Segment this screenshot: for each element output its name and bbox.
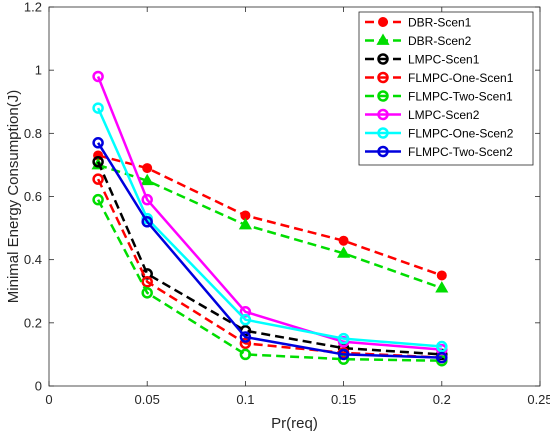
data-point-dbr-scen1 <box>338 235 349 246</box>
legend-marker <box>377 53 389 65</box>
legend-label: LMPC-Scen1 <box>408 53 480 67</box>
y-axis-title: Minimal Energy Consumption(J) <box>5 90 22 303</box>
legend-marker <box>377 71 389 84</box>
legend-entry-flmpc-one-scen1: FLMPC-One-Scen1 <box>365 71 514 85</box>
data-point-flmpc-one-scen1 <box>92 173 104 185</box>
legend: DBR-Scen1 DBR-Scen2 LMPC-Scen1 FLMPC-One-Sc… <box>358 11 534 166</box>
legend-marker <box>378 17 388 27</box>
y-tick-label: 0 <box>35 379 42 394</box>
legend-marker <box>377 90 389 102</box>
legend-label: FLMPC-Two-Scen2 <box>408 145 513 159</box>
legend-entry-flmpc-two-scen2: FLMPC-Two-Scen2 <box>365 145 513 159</box>
series-line-lmpc-scen1 <box>96 161 442 356</box>
legend-marker <box>377 108 389 121</box>
series-line-flmpc-two-scen1 <box>96 199 442 362</box>
data-point-dbr-scen2 <box>238 217 252 230</box>
data-point-flmpc-two-scen1 <box>239 348 252 361</box>
series-line-flmpc-two-scen2 <box>97 142 442 359</box>
data-point-flmpc-one-scen2 <box>92 102 104 114</box>
legend-entry-dbr-scen2: DBR-Scen2 <box>365 33 472 48</box>
data-point-dbr-scen1 <box>436 270 447 281</box>
data-point-flmpc-two-scen2 <box>436 351 448 364</box>
legend-label: LMPC-Scen2 <box>408 108 480 122</box>
series-line-flmpc-one-scen2 <box>96 107 442 348</box>
data-point-flmpc-two-scen1 <box>141 287 153 299</box>
x-tick-label: 0.05 <box>135 392 160 407</box>
series-flmpc-one-scen1 <box>92 173 448 364</box>
y-tick-label: 0.2 <box>24 315 42 330</box>
legend-label: DBR-Scen1 <box>408 16 472 30</box>
series-line-flmpc-one-scen1 <box>96 178 442 359</box>
y-tick-label: 1 <box>35 63 42 78</box>
x-axis-title: Pr(req) <box>271 415 318 432</box>
legend-marker <box>377 145 389 158</box>
data-point-dbr-scen1 <box>142 163 153 174</box>
data-point-flmpc-one-scen2 <box>337 332 350 345</box>
data-point-flmpc-two-scen2 <box>337 348 350 361</box>
legend-marker <box>376 33 390 45</box>
series-line-lmpc-scen2 <box>96 76 442 351</box>
x-tick-label: 0.25 <box>527 392 550 407</box>
legend-label: FLMPC-One-Scen2 <box>408 127 514 141</box>
data-point-dbr-scen2 <box>140 173 154 186</box>
series-layer <box>91 70 449 367</box>
y-tick-label: 1.2 <box>24 0 42 15</box>
data-point-flmpc-one-scen1 <box>141 276 153 288</box>
legend-entry-lmpc-scen1: LMPC-Scen1 <box>365 53 480 67</box>
data-point-dbr-scen2 <box>337 246 351 258</box>
legend-label: DBR-Scen2 <box>408 34 472 48</box>
y-tick-label: 0.8 <box>24 126 42 141</box>
axes: 0 0.05 0.1 0.15 0.2 0.25 0 0.2 0.4 0.6 0.8 1 1.2 <box>24 0 550 407</box>
data-point-flmpc-one-scen2 <box>436 340 448 353</box>
data-point-flmpc-one-scen1 <box>239 337 252 350</box>
series-flmpc-two-scen2 <box>92 137 448 364</box>
legend-entry-lmpc-scen2: LMPC-Scen2 <box>365 108 480 122</box>
data-point-lmpc-scen2 <box>92 70 104 83</box>
data-point-flmpc-one-scen2 <box>239 313 252 326</box>
legend-entry-dbr-scen1: DBR-Scen1 <box>365 16 472 30</box>
legend-marker <box>377 127 389 139</box>
series-flmpc-one-scen2 <box>92 102 448 353</box>
legend-entry-flmpc-two-scen1: FLMPC-Two-Scen1 <box>365 90 513 104</box>
x-tick-label: 0.15 <box>331 392 356 407</box>
y-tick-label: 0.4 <box>24 252 42 267</box>
legend-entry-flmpc-one-scen2: FLMPC-One-Scen2 <box>365 127 514 141</box>
legend-box <box>358 11 534 166</box>
legend-label: FLMPC-One-Scen1 <box>408 71 514 85</box>
data-point-lmpc-scen1 <box>92 156 104 168</box>
legend-label: FLMPC-Two-Scen1 <box>408 90 513 104</box>
data-point-flmpc-two-scen2 <box>141 216 153 228</box>
x-tick-label: 0.2 <box>433 392 451 407</box>
data-point-flmpc-two-scen1 <box>92 193 104 206</box>
data-point-flmpc-two-scen2 <box>239 331 252 343</box>
x-tick-label: 0.1 <box>236 392 254 407</box>
y-tick-label: 0.6 <box>24 189 42 204</box>
x-tick-label: 0 <box>45 392 52 407</box>
data-point-flmpc-two-scen2 <box>92 137 104 149</box>
data-point-dbr-scen2 <box>435 281 449 293</box>
data-point-lmpc-scen2 <box>141 193 153 206</box>
